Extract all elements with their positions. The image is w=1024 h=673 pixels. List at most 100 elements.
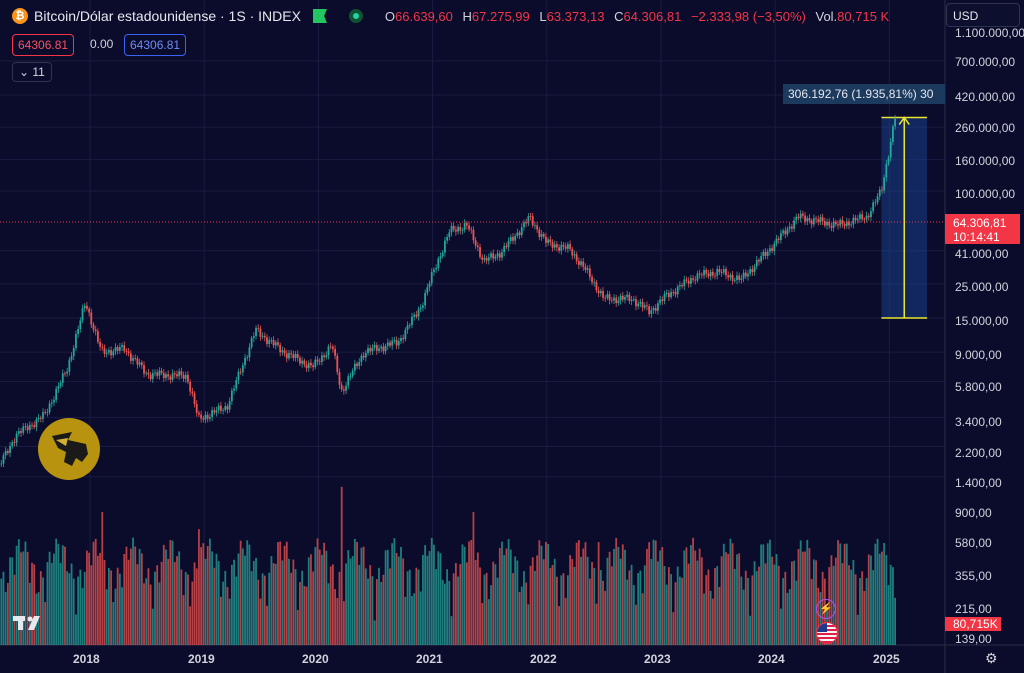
- volume-bar: [424, 545, 427, 645]
- y-tick-label: 100.000,00: [955, 187, 1016, 201]
- volume-bar: [775, 554, 778, 645]
- volume-bar: [613, 548, 615, 645]
- tradingview-logo[interactable]: [12, 614, 46, 632]
- indicators-toggle[interactable]: ⌄ 11: [12, 62, 52, 82]
- volume-bar: [758, 566, 760, 645]
- candle-body: [727, 275, 730, 278]
- flag-icon[interactable]: [312, 9, 327, 23]
- measure-label[interactable]: 306.192,76 (1.935,81%) 30: [783, 84, 945, 104]
- x-tick-label: 2022: [530, 652, 557, 666]
- volume-bar: [288, 558, 290, 645]
- watermark-logo: [38, 418, 100, 480]
- candle-body: [371, 347, 374, 352]
- volume-bar: [892, 567, 894, 645]
- candle-body: [637, 303, 640, 307]
- candle-body: [470, 229, 473, 231]
- y-tick-label: 700.000,00: [955, 55, 1016, 69]
- volume-bar: [672, 612, 675, 645]
- candle-body: [476, 245, 479, 248]
- volume-bar: [433, 544, 435, 645]
- symbol-title[interactable]: Bitcoin/Dólar estadounidense · 1S · INDE…: [34, 8, 301, 24]
- volume-bar: [707, 569, 710, 645]
- settings-icon[interactable]: ⚙: [985, 650, 998, 666]
- volume-bar: [527, 604, 530, 645]
- candle-body: [525, 222, 528, 224]
- change-value: −2.333,98 (−3,50%): [690, 8, 806, 24]
- volume-bar: [103, 559, 106, 645]
- volume-bar: [503, 555, 506, 645]
- volume-bar: [79, 569, 82, 645]
- volume-bar: [494, 564, 497, 645]
- volume-bar: [856, 614, 859, 645]
- candle-body: [184, 374, 187, 379]
- buy-button[interactable]: 64306.81: [124, 34, 187, 56]
- y-tick-label: 139,00: [955, 632, 992, 646]
- volume-bar: [241, 548, 244, 645]
- candle-body: [66, 371, 69, 374]
- candle-body: [55, 388, 58, 400]
- volume-bar: [395, 553, 398, 645]
- candle-body: [189, 381, 192, 392]
- volume-bar: [736, 554, 738, 645]
- candle-body: [766, 251, 769, 256]
- candle-body: [296, 354, 299, 358]
- candle-body: [878, 189, 881, 197]
- candle-body: [90, 312, 93, 325]
- candle-body: [733, 280, 736, 281]
- y-tick-label: 215,00: [955, 602, 992, 616]
- volume-bar: [224, 570, 227, 645]
- candle-body: [26, 426, 29, 431]
- candle-body: [39, 418, 42, 419]
- candle-body: [358, 361, 361, 367]
- volume-bar: [885, 555, 888, 645]
- volume-bar: [487, 599, 490, 645]
- candle-body: [435, 268, 438, 270]
- market-status-icon[interactable]: [348, 9, 363, 23]
- volume-bar: [393, 538, 396, 645]
- candle-body: [182, 374, 185, 379]
- candle-body: [272, 340, 275, 346]
- candle-body: [241, 365, 244, 373]
- candle-body: [362, 355, 365, 358]
- candle-body: [483, 258, 486, 260]
- volume-bar: [404, 596, 407, 645]
- candle-body: [353, 363, 356, 371]
- volume-bar: [545, 541, 547, 645]
- lightning-icon[interactable]: ⚡: [816, 599, 836, 619]
- volume-bar: [255, 557, 257, 645]
- x-tick-label: 2023: [644, 652, 671, 666]
- volume-bar: [158, 582, 161, 645]
- volume-bar: [588, 578, 591, 645]
- volume-bar: [639, 570, 642, 645]
- volume-bar: [426, 555, 429, 645]
- volume-bar: [865, 578, 868, 645]
- candle-body: [692, 278, 694, 280]
- candle-body: [795, 216, 798, 221]
- volume-bar: [6, 582, 9, 645]
- candle-body: [472, 229, 475, 241]
- us-flag-icon[interactable]: [816, 622, 838, 644]
- candle-body: [490, 253, 492, 258]
- volume-bar: [703, 593, 705, 645]
- volume-bar: [795, 580, 798, 645]
- y-tick-label: 1.400,00: [955, 476, 1002, 490]
- volume-bar: [384, 550, 387, 645]
- sell-button[interactable]: 64306.81: [12, 34, 75, 56]
- currency-selector[interactable]: USD: [946, 3, 1020, 27]
- last-price-value: 64.306,81: [953, 216, 1007, 230]
- y-tick-label: 160.000,00: [955, 154, 1016, 168]
- candle-body: [534, 225, 536, 227]
- candle-body: [191, 391, 194, 394]
- candle-body: [248, 347, 251, 358]
- candle-body: [531, 216, 534, 226]
- volume-bar: [797, 549, 800, 645]
- volume-bar: [206, 546, 209, 645]
- candle-body: [843, 224, 846, 226]
- volume-bar: [327, 583, 330, 645]
- volume-bar: [294, 569, 297, 645]
- volume-bar: [369, 565, 372, 645]
- volume-bar: [378, 567, 380, 645]
- volume-bar: [9, 557, 11, 645]
- volume-bar: [356, 541, 358, 645]
